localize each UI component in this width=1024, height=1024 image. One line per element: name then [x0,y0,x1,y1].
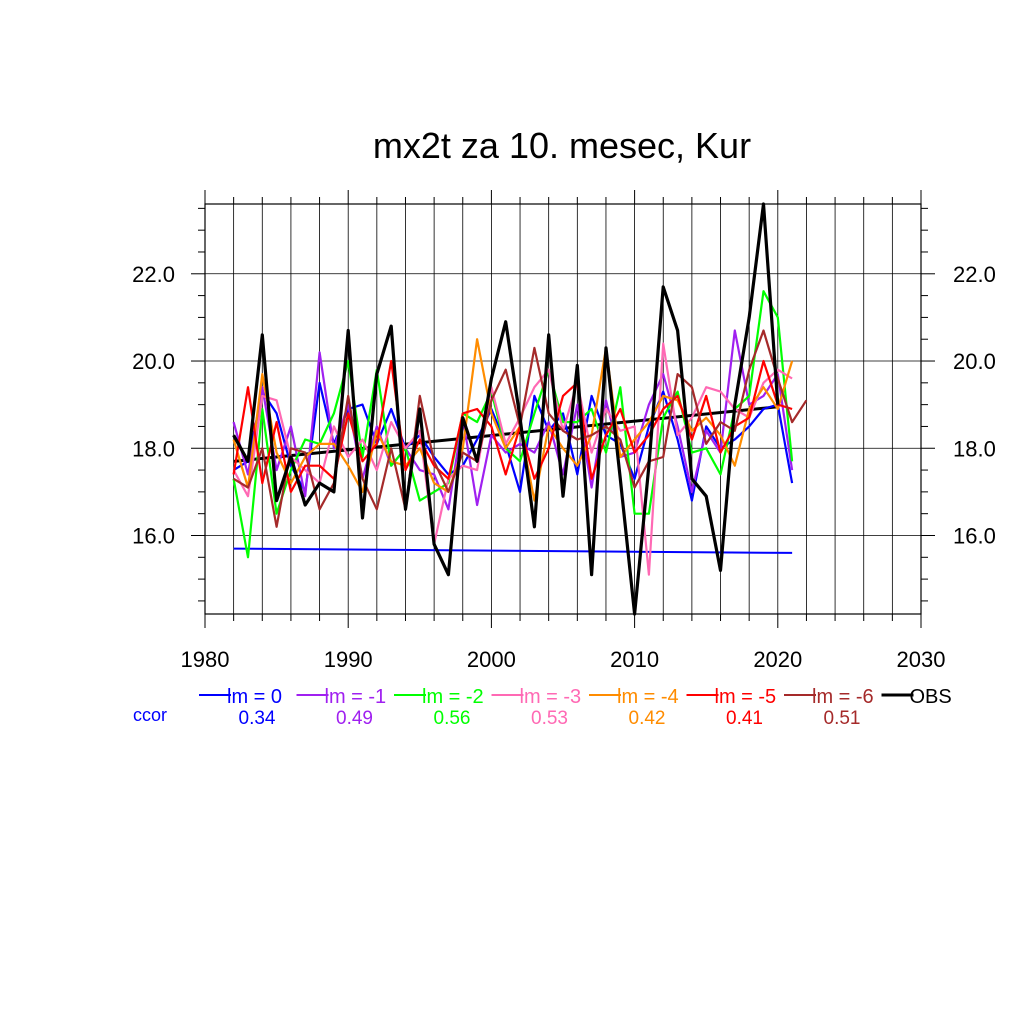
trend-line [233,547,793,554]
legend-ccor-value: 0.42 [629,708,666,729]
plot-frame [204,203,922,615]
legend-label: lm = -2 [422,686,484,708]
legend: ccor lm = 00.34 lm = -10.49 lm = -20.56 lm =… [133,686,952,729]
y-tick-label-right: 20.0 [953,349,996,374]
legend-ccor-value: 0.49 [336,708,373,729]
legend-ccor-value: 0.53 [531,708,568,729]
y-tick-label-left: 22.0 [132,262,175,287]
x-tick-label: 2030 [897,647,946,672]
y-tick-label-right: 16.0 [953,523,996,548]
plot-border [204,203,922,615]
x-tick-label: 1990 [324,647,373,672]
legend-ccor-value: 0.34 [239,708,276,729]
legend-label: lm = -3 [520,686,582,708]
legend-ccor-value: 0.41 [726,708,763,729]
legend-label: OBS [910,686,952,708]
x-tick-label: 2020 [753,647,802,672]
ccor-label: ccor [133,705,167,725]
axis-ticks: 1980 1990 2000 2010 2020 2030 16.0 16.0 18.0 18.0… [132,190,996,672]
x-tick-label: 2010 [610,647,659,672]
series-line-3 [232,342,793,576]
series-lines [232,202,808,616]
legend-ccor-value: 0.51 [824,708,861,729]
y-tick-label-left: 16.0 [132,523,175,548]
legend-label: lm = 0 [227,686,282,708]
legend-label: lm = -4 [617,686,679,708]
x-tick-label: 1980 [181,647,230,672]
series-line-7 [232,202,780,616]
y-tick-label-right: 18.0 [953,436,996,461]
y-tick-label-left: 20.0 [132,349,175,374]
y-tick-label-left: 18.0 [132,436,175,461]
series-line-2 [232,290,794,559]
y-tick-label-right: 22.0 [953,262,996,287]
legend-label: lm = -6 [812,686,874,708]
chart-title: mx2t za 10. mesec, Kur [373,125,751,166]
legend-label: lm = -1 [325,686,387,708]
grid-lines [205,204,921,614]
series-line-4 [232,338,794,502]
legend-label: lm = -5 [715,686,777,708]
x-tick-label: 2000 [467,647,516,672]
legend-ccor-value: 0.56 [434,708,471,729]
